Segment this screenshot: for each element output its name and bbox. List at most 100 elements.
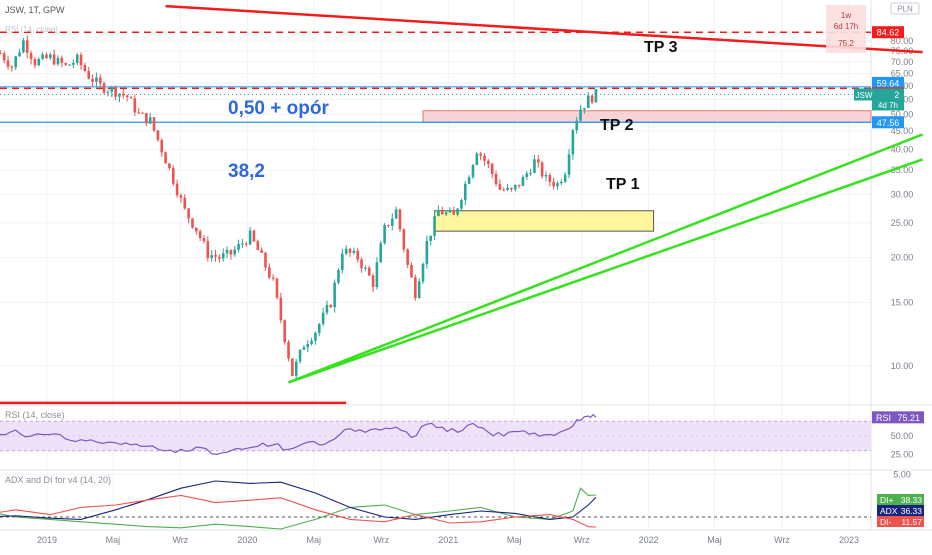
candle-body	[298, 349, 302, 362]
candle-body	[68, 64, 71, 66]
green-trendline-lower	[288, 158, 923, 384]
candle-body	[133, 98, 137, 113]
candle-body	[279, 297, 283, 321]
candle-body	[79, 54, 83, 66]
candle-body	[198, 231, 202, 239]
price-tick-label: 10.00	[891, 361, 914, 371]
candle-body	[394, 209, 398, 219]
price-tag-last-time: 4d 7h	[878, 101, 898, 110]
candle-body	[364, 267, 367, 269]
candle-body	[310, 340, 313, 344]
candle-body	[210, 255, 213, 259]
yellow-zone	[434, 210, 655, 232]
currency-badge-label: PLN	[897, 5, 913, 14]
candle-body	[52, 54, 56, 65]
countdown-interval: 1w	[841, 11, 851, 20]
candle-body	[164, 152, 167, 164]
time-tick-label: Wrz	[574, 535, 590, 545]
candle-body	[56, 57, 60, 65]
candle-body	[437, 209, 440, 217]
symbol-header: JSW, 1T, GPW	[5, 5, 65, 15]
candle-body	[148, 117, 152, 124]
candle-body	[544, 175, 548, 177]
candle-body	[271, 277, 275, 279]
candle-body	[367, 267, 371, 276]
candle-body	[75, 54, 79, 63]
rsi-value-tag-text: 75.21	[897, 413, 920, 423]
candle-body	[406, 249, 409, 265]
time-tick-label: Wrz	[172, 535, 188, 545]
candle-body	[510, 187, 513, 190]
candle-body	[0, 53, 2, 55]
candle-body	[156, 130, 160, 140]
candle-body	[145, 113, 148, 124]
candle-body	[187, 208, 190, 219]
time-tick-label: Maj	[307, 535, 322, 545]
rsi-value-tag-name: RSI	[876, 413, 891, 423]
price-tag-support-text: 47.56	[877, 118, 900, 128]
candle-body	[475, 153, 479, 165]
candle-body	[379, 243, 383, 263]
candle-body	[337, 270, 340, 283]
candle-body	[41, 54, 44, 59]
candle-body	[540, 162, 544, 177]
candle-body	[237, 243, 240, 250]
candle-body	[268, 267, 271, 278]
candle-body	[14, 56, 18, 68]
candle-body	[433, 216, 436, 236]
candle-body	[175, 183, 179, 196]
candle-body	[421, 263, 425, 282]
price-tick-label: 40.00	[891, 144, 914, 154]
adx-value-tag-name: DI-	[880, 517, 892, 527]
candle-body	[252, 230, 256, 242]
candle-body	[87, 71, 91, 79]
countdown-box	[826, 5, 866, 53]
adx-value-tag-text: 38.33	[901, 495, 923, 505]
candle-body	[306, 343, 310, 348]
countdown-remaining: 6d 17h	[834, 22, 858, 31]
price-tag-top-red	[872, 26, 904, 39]
candle-body	[37, 58, 41, 66]
candle-body	[402, 229, 406, 250]
price-tick-label: 30.00	[891, 189, 914, 199]
candle-body	[6, 60, 10, 67]
adx-series-diminus	[0, 494, 596, 528]
price-tick-label: 45.00	[891, 126, 914, 136]
price-tag-symbol	[854, 88, 874, 101]
candle-body	[583, 108, 586, 110]
candle-body	[202, 238, 206, 242]
adx-series-adx	[0, 480, 597, 520]
fib-382-label: 38,2	[228, 161, 265, 182]
price-tag-top-red-text: 84.62	[877, 28, 900, 38]
candle-body	[456, 208, 459, 215]
currency-badge[interactable]	[890, 2, 920, 15]
adx-series-diplus	[0, 487, 596, 530]
adx-value-tag-name: DI+	[880, 495, 894, 505]
tp3-label: TP 3	[644, 39, 678, 56]
candle-body	[383, 224, 386, 244]
candle-body	[487, 160, 490, 164]
tp1-label: TP 1	[606, 176, 640, 193]
candle-body	[206, 241, 210, 259]
red-down-trendline	[165, 4, 923, 54]
candle-body	[179, 195, 183, 198]
sub-header: RSI (14, close)	[5, 25, 58, 34]
candle-body	[333, 282, 336, 308]
candle-body	[317, 324, 321, 333]
candle-body	[410, 264, 413, 278]
candle-body	[275, 278, 279, 298]
time-tick-label: Wrz	[774, 535, 790, 545]
candle-body	[560, 181, 563, 184]
candle-body	[521, 176, 525, 186]
candle-body	[344, 248, 348, 254]
rsi-tick-label: 50.00	[891, 431, 914, 441]
candle-body	[548, 175, 552, 182]
candle-body	[191, 218, 194, 228]
adx-value-tag	[877, 505, 924, 516]
candle-body	[91, 78, 94, 82]
candle-body	[467, 177, 471, 184]
candle-body	[160, 139, 164, 153]
adx-panel-label: ADX and DI for v4 (14, 20)	[5, 475, 111, 485]
candle-body	[244, 243, 248, 245]
